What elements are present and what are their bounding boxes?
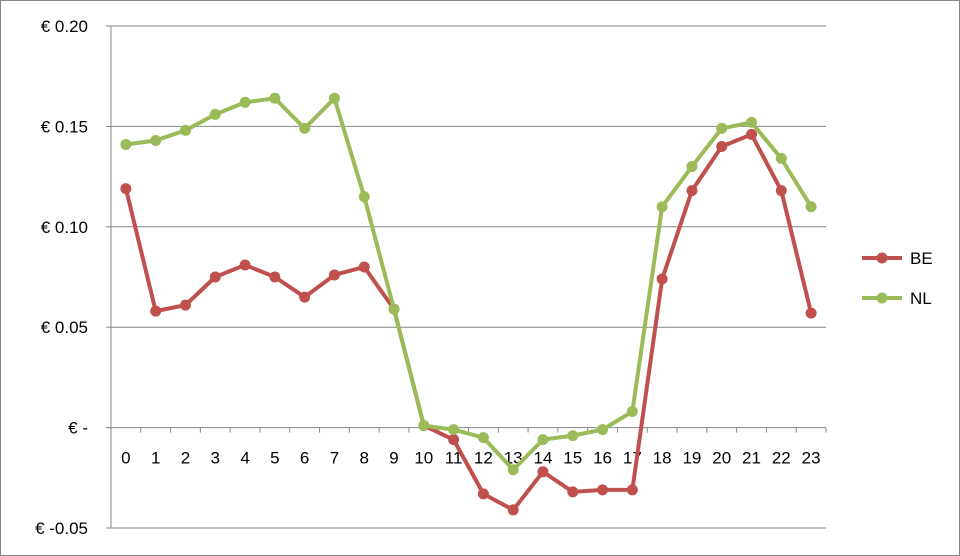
data-point (716, 140, 728, 152)
x-tick-label: 16 (593, 449, 612, 468)
data-point (299, 122, 311, 134)
x-tick-label: 18 (653, 449, 672, 468)
data-point (507, 504, 519, 516)
x-tick-label: 11 (445, 449, 463, 468)
data-point (775, 153, 787, 165)
data-point (507, 464, 519, 476)
series-line (125, 96, 813, 472)
y-tick-label: € 0.20 (41, 17, 88, 36)
y-tick-label: € 0.15 (41, 117, 88, 136)
legend-swatch-marker (876, 252, 888, 264)
data-point (448, 434, 460, 446)
data-point (567, 486, 579, 498)
data-point (656, 201, 668, 213)
x-tick-label: 21 (742, 449, 761, 468)
x-tick-label: 3 (211, 449, 220, 468)
data-point (775, 185, 787, 197)
data-point (269, 92, 281, 104)
series-nl (120, 92, 817, 476)
data-point (388, 303, 400, 315)
data-point (120, 183, 132, 195)
x-tick-label: 6 (300, 449, 309, 468)
series-line (123, 132, 814, 512)
y-tick-label: € -0.05 (35, 519, 88, 538)
y-tick-label: € - (68, 419, 88, 438)
data-point (269, 271, 281, 283)
legend: BE NL (862, 249, 933, 308)
data-point (477, 488, 489, 500)
data-point (746, 128, 758, 140)
data-point (418, 420, 430, 432)
x-tick-label: 14 (534, 449, 553, 468)
x-tick-label: 7 (330, 449, 339, 468)
data-point (746, 116, 758, 128)
data-point (358, 261, 370, 273)
data-point (328, 269, 340, 281)
data-point (686, 161, 698, 173)
y-tick-label: € 0.05 (41, 318, 88, 337)
axes (106, 25, 827, 529)
data-point (567, 430, 579, 442)
x-tick-label: 23 (802, 449, 821, 468)
data-point (626, 484, 638, 496)
data-point (626, 406, 638, 418)
data-point (239, 259, 251, 271)
data-point (179, 299, 191, 311)
data-point (120, 138, 132, 150)
x-tick-label: 12 (474, 449, 493, 468)
y-tick-label: € 0.10 (41, 218, 88, 237)
x-tick-label: 2 (181, 449, 190, 468)
legend-label: NL (910, 289, 932, 308)
data-point (239, 96, 251, 108)
data-point (209, 271, 221, 283)
data-point (686, 185, 698, 197)
data-point (150, 305, 162, 317)
data-point (358, 191, 370, 203)
legend-item-nl: NL (862, 289, 932, 308)
data-point (299, 291, 311, 303)
data-point (597, 484, 609, 496)
x-tick-label: 1 (151, 449, 160, 468)
data-point (150, 134, 162, 146)
data-point (537, 434, 549, 446)
x-tick-label: 8 (359, 449, 368, 468)
data-point (805, 201, 817, 213)
series-be (120, 128, 817, 516)
gridlines (111, 25, 826, 529)
data-point (448, 424, 460, 436)
legend-label: BE (910, 249, 933, 268)
data-point (597, 424, 609, 436)
x-tick-label: 15 (563, 449, 582, 468)
data-point (477, 432, 489, 444)
legend-swatch-marker (876, 292, 888, 304)
data-point (209, 108, 221, 120)
y-axis-tick-labels: € 0.20 € 0.15 € 0.10 € 0.05 € - € -0.05 (35, 17, 88, 538)
x-tick-label: 22 (772, 449, 791, 468)
data-point (805, 307, 817, 319)
x-tick-label: 5 (270, 449, 279, 468)
x-axis-tick-labels: 0 1 2 3 4 5 6 7 8 9 10 11 12 13 14 15 16 17 18 19 20 21 22 23 (121, 449, 820, 468)
series-layer (120, 92, 817, 516)
x-tick-label: 9 (389, 449, 398, 468)
x-tick-label: 20 (712, 449, 731, 468)
data-point (716, 122, 728, 134)
data-point (537, 466, 549, 478)
data-point (328, 92, 340, 104)
data-point (179, 124, 191, 136)
x-tick-label: 4 (240, 449, 249, 468)
x-tick-label: 19 (682, 449, 701, 468)
data-point (656, 273, 668, 285)
x-tick-label: 10 (414, 449, 433, 468)
legend-item-be: BE (862, 249, 933, 268)
x-tick-label: 0 (121, 449, 130, 468)
